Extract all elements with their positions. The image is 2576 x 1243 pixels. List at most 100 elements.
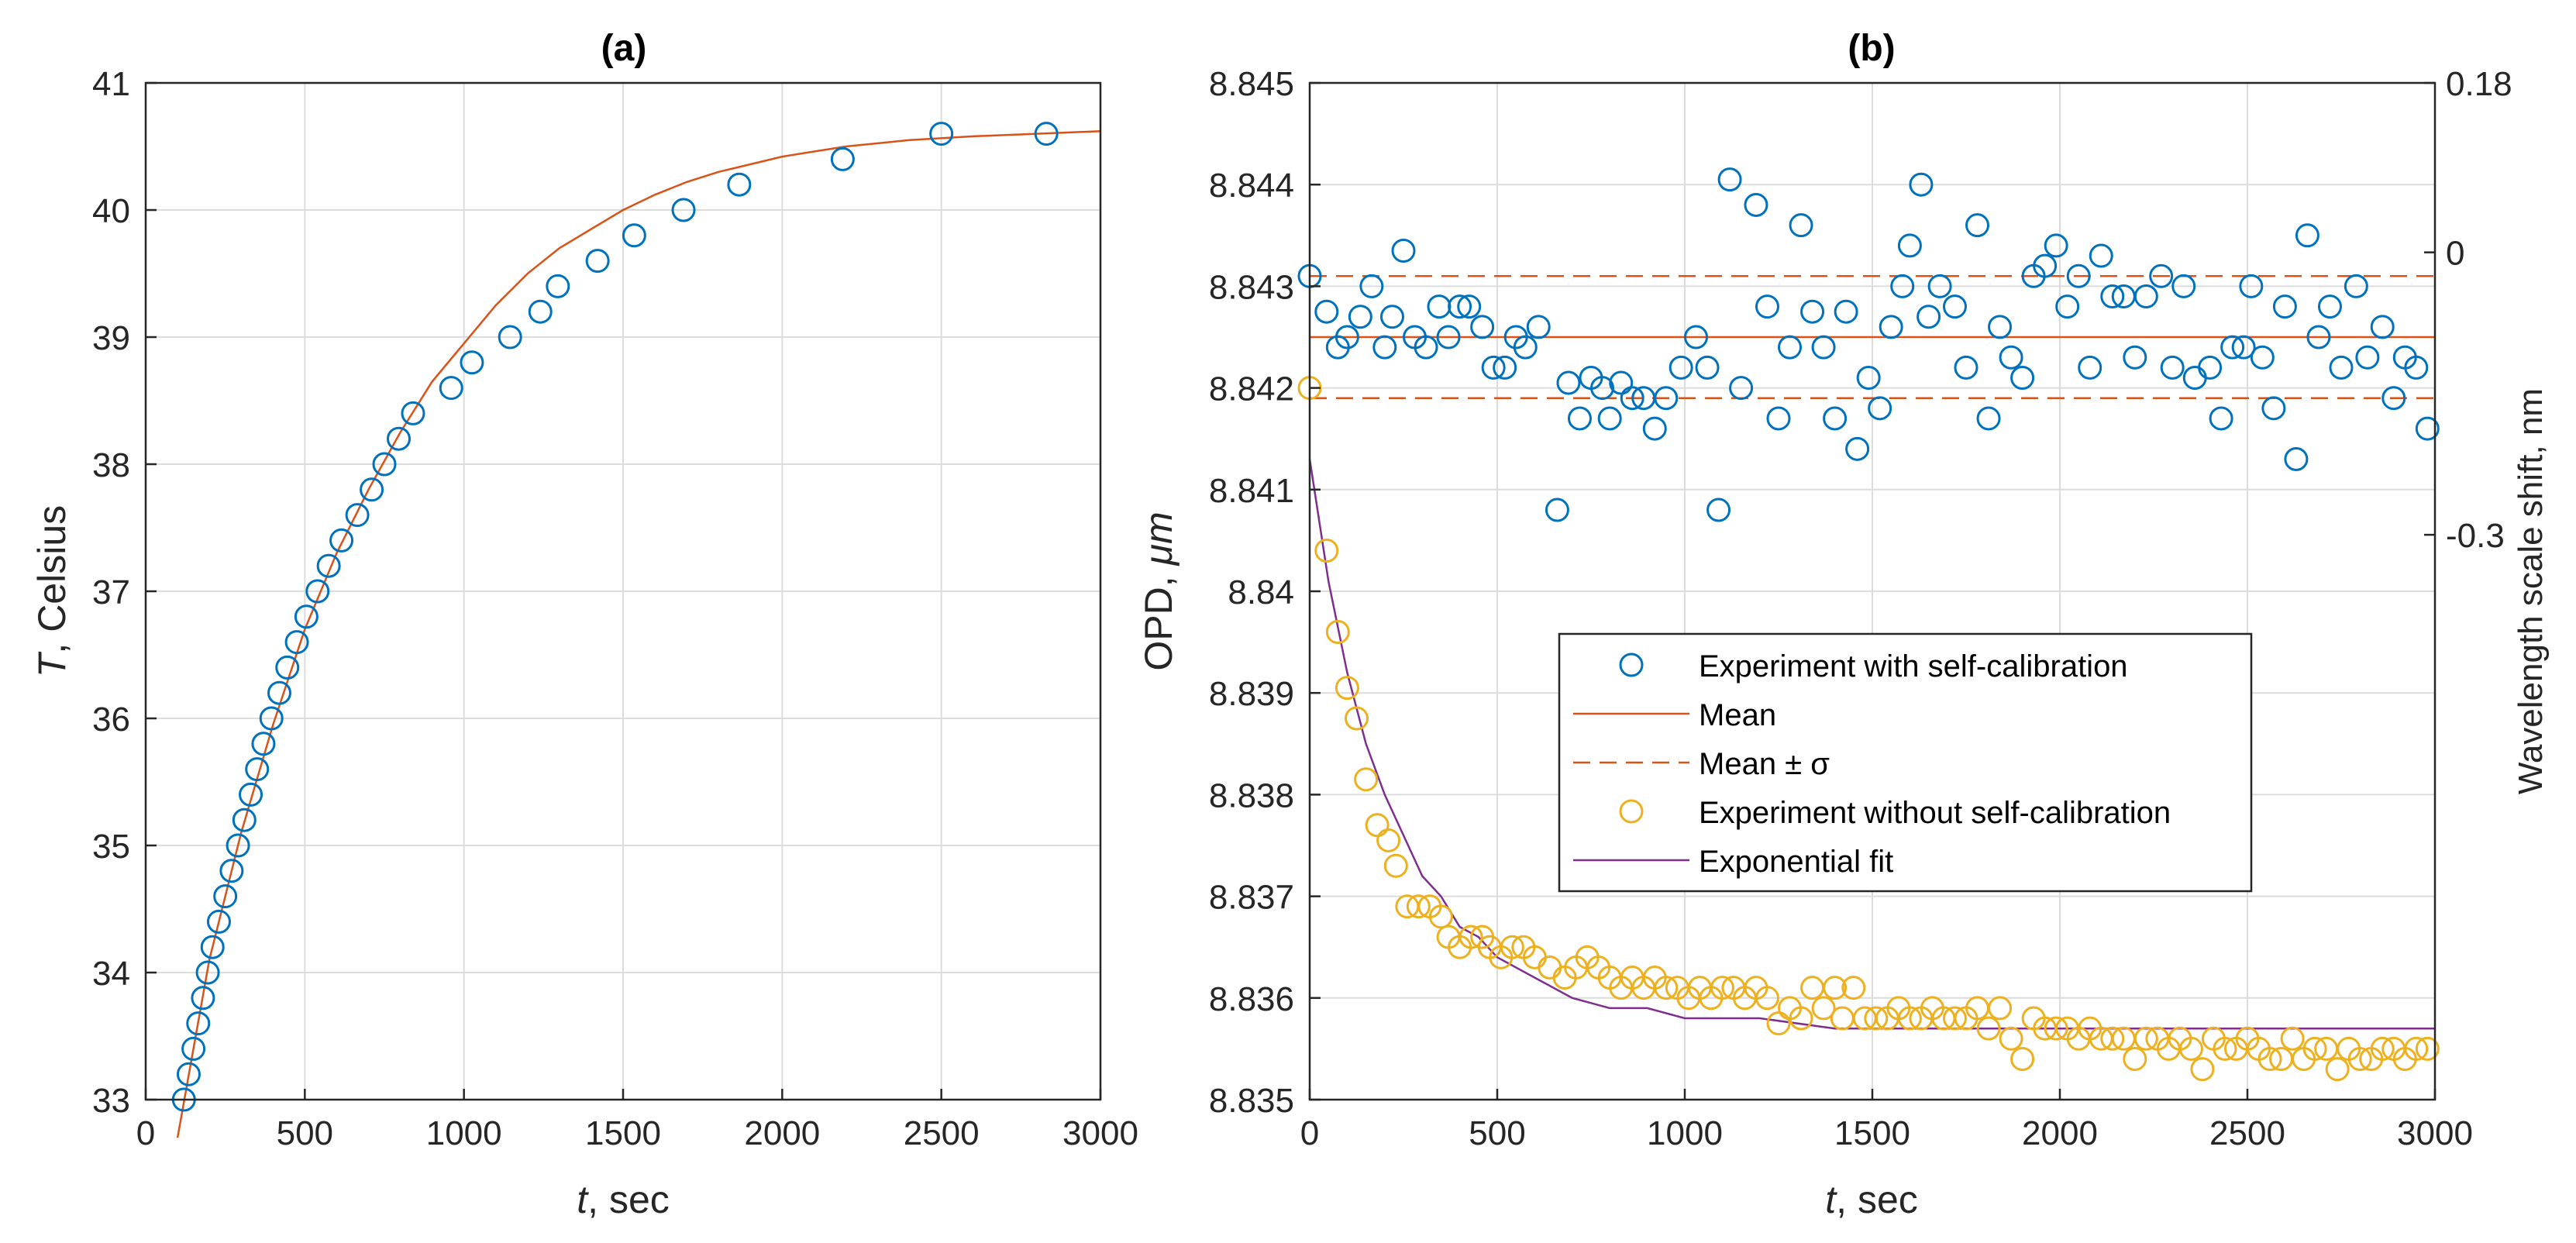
panel-b-uncalibrated-point [2010, 1047, 2035, 1072]
panel-b-calibrated-point [1642, 416, 1667, 441]
panel-b-uncalibrated-point [1500, 935, 1524, 959]
panel-a-data-point [622, 223, 646, 248]
panel-b-uncalibrated-point [1811, 996, 1836, 1021]
panel-b-uncalibrated-point [1976, 1016, 2001, 1041]
panel-b-x-ticks: 0 500 1000 1500 2000 2500 3000 [1300, 1089, 2473, 1152]
panel-b-uncalibrated-point [1345, 706, 1369, 731]
panel-b-calibrated-point [1669, 355, 1693, 380]
panel-b-calibrated-point [2044, 233, 2068, 258]
panel-b-uncalibrated-point [2325, 1057, 2350, 1082]
panel-a-data-point [226, 833, 250, 858]
panel-b-calibrated-point [1334, 325, 1359, 349]
panel-b-right-y-ticks: 0.18 0 -0.3 [2424, 65, 2512, 555]
panel-b-calibrated-point [1999, 345, 2023, 370]
panel-b-calibrated-point [1414, 335, 1438, 360]
panel-b-calibrated-point [2089, 243, 2113, 268]
panel-b-calibrated-point [1917, 305, 1941, 329]
panel-a: (a) 0 500 1000 1500 2000 2500 3000 33343536373… [30, 28, 1138, 1221]
panel-b-calibrated-point [1954, 355, 1978, 380]
panel-b-calibrated-point [2317, 294, 2342, 319]
panel-b-uncalibrated-point [1654, 976, 1679, 1000]
panel-b-uncalibrated-point [1710, 976, 1734, 1000]
panel-b-exponential-fit-line [1308, 459, 2435, 1030]
panel-a-data-point [528, 299, 553, 324]
panel-b-y-tick-label: 8.844 [1209, 167, 1294, 205]
panel-b-calibrated-point [1590, 376, 1615, 401]
panel-b-uncalibrated-point [1755, 986, 1779, 1011]
panel-a-data-point [284, 630, 309, 655]
panel-a-x-axis-label: t, sec [577, 1178, 670, 1221]
panel-a-title: (a) [601, 28, 647, 69]
panel-b-calibrated-point [1493, 355, 1517, 380]
panel-b-uncalibrated-point [2044, 1016, 2068, 1041]
legend-label: Experiment with self-calibration [1699, 649, 2128, 683]
panel-b-title: (b) [1848, 28, 1895, 69]
panel-b-calibrated-point [2055, 294, 2080, 319]
panel-a-data-point [372, 452, 397, 477]
panel-b-calibrated-point [1567, 406, 1592, 431]
panel-b-calibrated-point [1717, 167, 1742, 192]
panel-b-calibrated-point [1391, 238, 1416, 263]
panel-b-calibrated-point [1823, 406, 1848, 431]
panel-a-data-point [360, 477, 384, 502]
panel-b-calibrated-point [2329, 355, 2354, 380]
panel-b-calibrated-point [1766, 406, 1791, 431]
panel-b-y-tick-label: 8.837 [1209, 879, 1294, 917]
panel-b-uncalibrated-point [1864, 1006, 1889, 1031]
panel-a-y-tick-label: 40 [92, 192, 130, 230]
panel-a-y-tick-label: 35 [92, 828, 130, 866]
panel-b-calibrated-point [2355, 345, 2380, 370]
legend-label: Experiment without self-calibration [1699, 796, 2171, 830]
panel-b-calibrated-point [2239, 274, 2264, 298]
panel-a-data-point [186, 1011, 211, 1036]
panel-b-uncalibrated-point [2404, 1036, 2429, 1061]
panel-b-uncalibrated-point [2213, 1036, 2237, 1061]
panel-b-uncalibrated-point [2100, 1026, 2125, 1051]
panel-b-calibrated-point [1890, 274, 1915, 298]
panel-a-y-tick-label: 41 [92, 65, 130, 103]
panel-b-calibrated-point [2066, 263, 2091, 288]
panel-b-calibrated-point [1811, 335, 1836, 360]
panel-b-uncalibrated-point [1383, 853, 1408, 878]
panel-a-x-tick-label: 2500 [904, 1114, 980, 1152]
panel-a-data-point [460, 350, 484, 375]
legend-marker [1619, 652, 1644, 677]
panel-b-calibrated-point [1481, 355, 1506, 380]
panel-b-calibrated-point [1800, 299, 1825, 324]
panel-b-uncalibrated-point [2280, 1026, 2305, 1051]
legend-label: Mean ± σ [1699, 747, 1830, 781]
panel-b-right-y-tick-label: 0 [2446, 235, 2464, 273]
panel-b-uncalibrated-point [1334, 676, 1359, 701]
panel-b-calibrated-point [2404, 355, 2429, 380]
panel-b-calibrated-point [1620, 386, 1644, 411]
legend-label: Mean [1699, 698, 1776, 732]
panel-a-y-tick-label: 36 [92, 701, 130, 739]
panel-b-calibrated-point [1942, 294, 1967, 319]
panel-b-calibrated-point [1513, 335, 1538, 360]
panel-b-uncalibrated-point [1988, 996, 2013, 1021]
panel-b-uncalibrated-point [1841, 976, 1866, 1000]
panel-b-calibrated-point [2231, 335, 2256, 360]
panel-a-data-point [671, 198, 696, 222]
panel-b-calibrated-point [1609, 370, 1634, 395]
panel-b-y-tick-label: 8.845 [1209, 65, 1294, 103]
panel-b-calibrated-point [2272, 294, 2297, 319]
panel-a-data-point [830, 146, 855, 171]
panel-b-right-y-tick-label: 0.18 [2446, 65, 2512, 103]
panel-b-calibrated-point [2198, 355, 2223, 380]
panel-b-uncalibrated-point [1365, 813, 1390, 838]
panel-a-data-point [439, 376, 463, 401]
panel-a-data-point [727, 172, 752, 197]
panel-a-data-point [345, 503, 370, 528]
panel-a-data-point [294, 604, 319, 629]
legend-label: Exponential fit [1699, 845, 1893, 879]
panel-b-x-tick-label: 1500 [1834, 1114, 1910, 1152]
panel-b-calibrated-point [2171, 274, 2196, 298]
panel-a-data-point [219, 859, 244, 883]
panel-b-calibrated-point [2033, 253, 2058, 278]
panel-a-y-tick-label: 34 [92, 955, 130, 993]
panel-b-calibrated-point [1778, 335, 1803, 360]
panel-a-data-point [401, 401, 425, 425]
panel-a-y-ticks: 33 34 35 36 37 38 39 40 41 [92, 65, 157, 1120]
